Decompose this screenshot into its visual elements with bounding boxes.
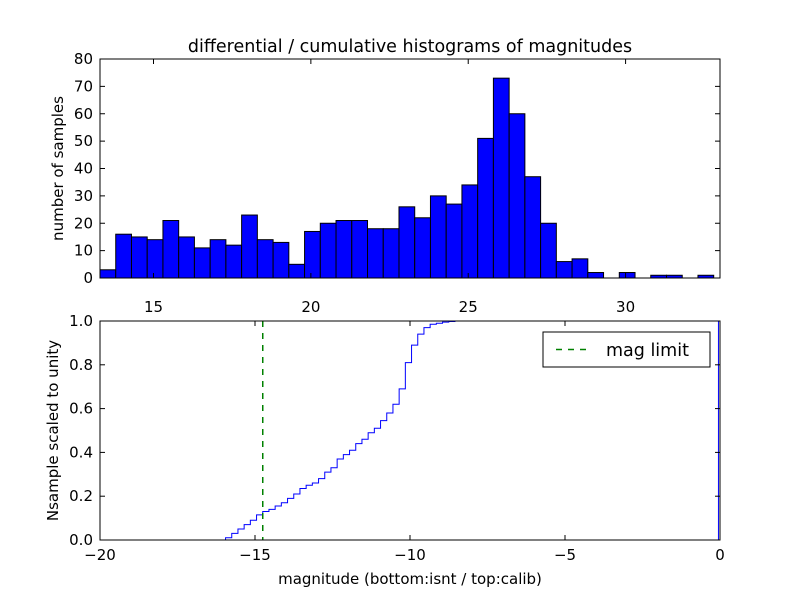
y-tick-label: 0.2 [69, 487, 93, 505]
histogram-bar [571, 258, 589, 279]
histogram-bar [319, 222, 337, 279]
histogram-bar [209, 239, 227, 279]
y-tick-label: 0 [83, 269, 93, 287]
histogram-bar [618, 272, 636, 279]
x-tick-label: 25 [459, 298, 478, 316]
histogram-bar [272, 241, 290, 279]
x-tick-label: −10 [394, 546, 426, 564]
histogram-bar [587, 272, 605, 279]
histogram-bars [99, 77, 715, 279]
y-tick-label: 0.8 [69, 356, 93, 374]
histogram-bar [162, 220, 180, 279]
histogram-bar [461, 184, 479, 279]
y-tick-label: 50 [74, 132, 93, 150]
x-tick-label: −15 [239, 546, 271, 564]
histogram-bar [130, 236, 148, 279]
legend: mag limit [542, 331, 711, 368]
histogram-bar [382, 228, 400, 279]
histogram-bar [351, 220, 369, 279]
top-y-axis: 0 10 20 30 40 50 60 70 80 [74, 50, 720, 287]
bottom-y-axis-label: Nsample scaled to unity [44, 340, 62, 521]
y-tick-label: 70 [74, 77, 93, 95]
top-x-axis: 15 20 25 30 [144, 59, 635, 316]
histogram-bar [367, 228, 384, 279]
histogram-bar [99, 269, 117, 279]
histogram-bar [445, 203, 463, 279]
y-tick-label: 0.4 [69, 443, 93, 461]
x-tick-label: 15 [144, 298, 163, 316]
histogram-bar [241, 214, 258, 279]
y-tick-label: 40 [74, 160, 93, 178]
x-tick-label: 20 [301, 298, 320, 316]
histogram-bar [146, 239, 164, 279]
histogram-bar [288, 263, 306, 279]
x-tick-label: −5 [554, 546, 576, 564]
bottom-x-axis: −20 −15 −10 −5 0 [84, 321, 725, 564]
top-y-axis-label: number of samples [49, 96, 67, 241]
x-tick-label: 0 [715, 546, 725, 564]
histogram-bar [492, 77, 510, 279]
y-tick-label: 0.6 [69, 400, 93, 418]
histogram-bar [335, 220, 353, 279]
histogram-bar [304, 230, 321, 279]
histogram-bar [477, 137, 494, 279]
histogram-bar [429, 195, 447, 279]
y-tick-label: 0.0 [69, 531, 93, 549]
histogram-bar [555, 261, 573, 279]
bottom-y-axis: 0.0 0.2 0.4 0.6 0.8 1.0 [69, 312, 720, 549]
x-tick-label: −20 [84, 546, 116, 564]
chart-title: differential / cumulative histograms of … [188, 37, 632, 57]
histogram-bar [398, 206, 416, 279]
histogram-bar [508, 113, 526, 279]
histogram-bar [414, 217, 431, 279]
y-tick-label: 10 [74, 242, 93, 260]
y-tick-label: 1.0 [69, 312, 93, 330]
bottom-x-axis-label: magnitude (bottom:isnt / top:calib) [278, 570, 542, 588]
y-tick-label: 60 [74, 105, 93, 123]
legend-label: mag limit [606, 341, 689, 361]
y-tick-label: 80 [74, 50, 93, 68]
histogram-bar [115, 233, 132, 279]
histogram-bar [193, 247, 211, 279]
histogram-bar [524, 176, 542, 279]
y-tick-label: 30 [74, 187, 93, 205]
y-tick-label: 20 [74, 214, 93, 232]
histogram-bar [178, 236, 195, 279]
histogram-bar [225, 244, 243, 279]
histogram-bar [540, 222, 557, 279]
x-tick-label: 30 [616, 298, 635, 316]
histogram-bar [256, 239, 274, 279]
cdf-plot [100, 320, 719, 541]
